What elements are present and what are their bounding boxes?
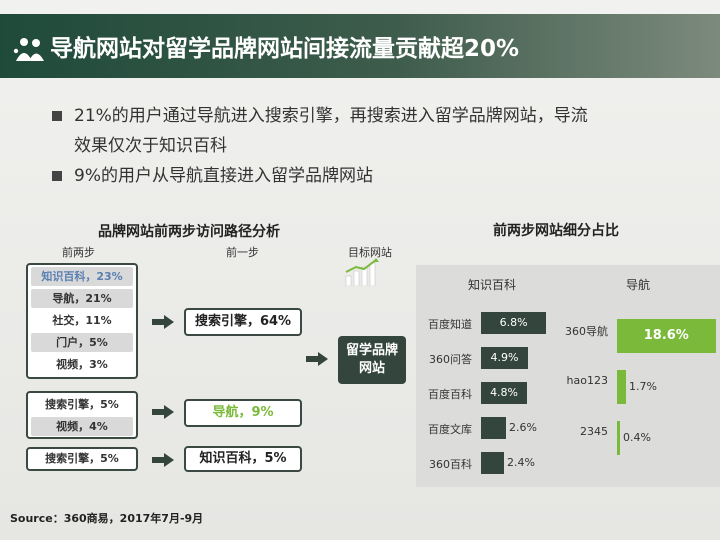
- path-row: 门户，5%: [31, 333, 133, 352]
- arrow-right-icon: [306, 352, 328, 366]
- col-two-steps-label: 前两步: [62, 246, 95, 259]
- bar-value-label: 4.8%: [490, 386, 519, 399]
- path-row: 视频，4%: [31, 417, 133, 436]
- bar-value-label: 6.8%: [499, 316, 528, 329]
- page-title: 导航网站对留学品牌网站间接流量贡献超20%: [50, 36, 520, 62]
- col-one-step-label: 前一步: [226, 246, 259, 259]
- bar-category-label: 百度文库: [428, 423, 472, 436]
- bar: [481, 417, 506, 439]
- header-band: 导航网站对留学品牌网站间接流量贡献超20%: [0, 14, 720, 78]
- bar: [481, 382, 528, 404]
- bar: [617, 319, 716, 353]
- bullet-item: 21%的用户通过导航进入搜索引擎，再搜索进入留学品牌网站，导流: [50, 101, 690, 131]
- bar-category-label: 360导航: [565, 325, 608, 338]
- arrow-right-icon: [152, 315, 174, 329]
- arrow-right-icon: [152, 453, 174, 467]
- target-site-box: 留学品牌 网站: [338, 336, 406, 384]
- growth-chart-icon: [345, 258, 379, 286]
- bar-value-label: 4.9%: [490, 351, 519, 364]
- bar-value-label: 2.6%: [508, 421, 537, 434]
- path-group-1: 知识百科，23% 导航，21% 社交，11% 门户，5% 视频，3%: [26, 263, 138, 379]
- target-site-line: 网站: [358, 361, 385, 376]
- bullet-list: 21%的用户通过导航进入搜索引擎，再搜索进入留学品牌网站，导流 效果仅次于知识百…: [50, 101, 690, 191]
- bar: [481, 312, 547, 334]
- users-icon: [13, 38, 44, 61]
- bar-value-label: 1.7%: [629, 380, 657, 393]
- bullet-item: 9%的用户从导航直接进入留学品牌网站: [50, 161, 690, 191]
- nav-group-header: 导航: [626, 278, 651, 292]
- path-group-3: 搜索引擎，5%: [26, 447, 138, 471]
- bar: [617, 370, 626, 404]
- step-box-wiki: 知识百科，5%: [184, 446, 302, 472]
- bar: [481, 347, 529, 369]
- bullet-continuation: 效果仅次于知识百科: [50, 131, 690, 161]
- path-row: 知识百科，23%: [31, 267, 133, 286]
- path-analysis-title: 品牌网站前两步访问路径分析: [98, 224, 280, 240]
- step-box-search: 搜索引擎，64%: [184, 308, 302, 336]
- path-row: 搜索引擎，5%: [45, 452, 119, 465]
- bar-value-label: 0.4%: [623, 431, 651, 444]
- bar-category-label: 百度知道: [428, 318, 472, 331]
- bar-category-label: 360问答: [429, 353, 472, 366]
- bar-value-label: 18.6%: [643, 328, 689, 343]
- path-group-2: 搜索引擎，5% 视频，4%: [26, 391, 138, 439]
- path-row: 社交，11%: [52, 314, 112, 327]
- arrow-right-icon: [152, 405, 174, 419]
- bullet-square-icon: [52, 171, 62, 181]
- bullet-text: 9%的用户从导航直接进入留学品牌网站: [74, 166, 373, 186]
- share-chart-title: 前两步网站细分占比: [493, 223, 619, 239]
- path-row: 搜索引擎，5%: [45, 398, 119, 411]
- step-box-nav: 导航，9%: [184, 399, 302, 427]
- bar: [481, 452, 505, 474]
- col-target-label: 目标网站: [348, 246, 392, 259]
- bar-category-label: hao123: [566, 374, 608, 387]
- bar-value-label: 2.4%: [507, 456, 535, 469]
- bar-category-label: 百度百科: [428, 388, 472, 401]
- bullet-text: 21%的用户通过导航进入搜索引擎，再搜索进入留学品牌网站，导流: [74, 106, 588, 126]
- bullet-text: 效果仅次于知识百科: [74, 136, 227, 156]
- wiki-group-header: 知识百科: [468, 278, 517, 292]
- path-row: 视频，3%: [56, 358, 108, 371]
- bar: [617, 421, 620, 455]
- target-site-line: 留学品牌: [345, 343, 398, 358]
- source-note: Source：360商易，2017年7月-9月: [10, 512, 204, 525]
- path-row: 导航，21%: [31, 289, 133, 308]
- share-chart-panel: [416, 265, 720, 487]
- bar-category-label: 2345: [580, 425, 608, 438]
- bar-category-label: 360百科: [429, 458, 472, 471]
- bullet-square-icon: [52, 111, 62, 121]
